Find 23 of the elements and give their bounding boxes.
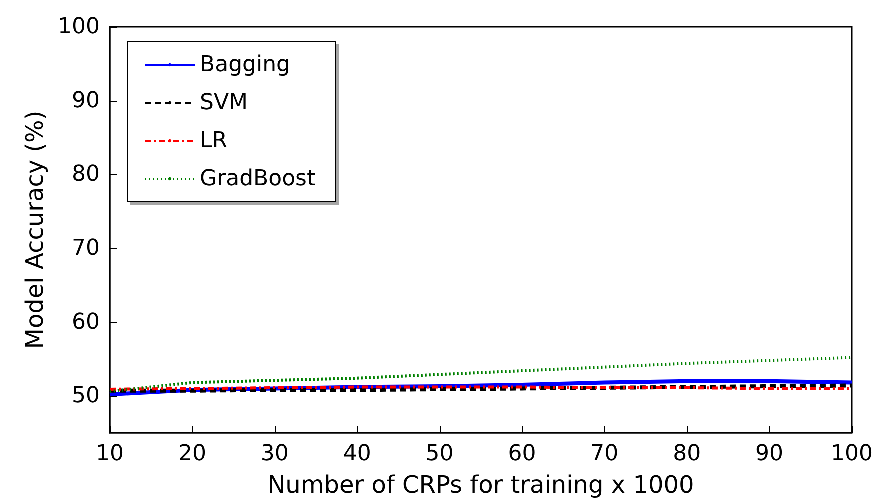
line-series: [108, 356, 854, 394]
y-tick-label: 60: [72, 310, 100, 335]
x-tick-label: 30: [260, 442, 289, 466]
y-tick-label: 50: [72, 384, 100, 409]
legend-label: SVM: [200, 90, 248, 116]
x-tick-label: 60: [508, 442, 536, 466]
x-tick-label: 10: [96, 442, 124, 466]
x-tick-label: 100: [831, 442, 873, 466]
y-axis-title: Model Accuracy (%): [21, 110, 50, 350]
y-tick-label: 70: [72, 236, 100, 261]
legend-label: LR: [200, 128, 228, 154]
x-tick-label: 70: [590, 442, 619, 466]
x-tick-label: 90: [756, 442, 784, 466]
legend-label: Bagging: [200, 52, 291, 78]
x-tick-label: 80: [673, 442, 702, 466]
y-tick-label: 80: [72, 162, 100, 188]
x-axis-title: Number of CRPs for training x 1000: [268, 471, 694, 499]
y-tick-label: 90: [72, 88, 100, 114]
x-tick-label: 20: [178, 442, 206, 466]
x-tick-label: 50: [426, 442, 454, 466]
x-tick-label: 40: [343, 442, 372, 466]
y-tick-label: 100: [58, 14, 100, 40]
legend-label: GradBoost: [200, 166, 316, 192]
